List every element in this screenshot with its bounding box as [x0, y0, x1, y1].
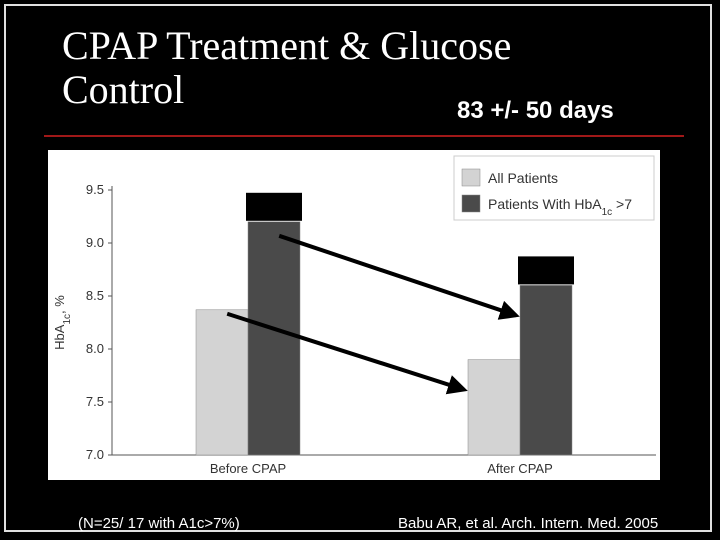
x-tick-label-1: After CPAP: [487, 461, 553, 476]
x-tick-label-0: Before CPAP: [210, 461, 286, 476]
slide-title: CPAP Treatment & Glucose Control: [62, 23, 512, 112]
bar-hba1c-gt7-1: [519, 285, 573, 456]
bar-hba1c-gt7-0: [247, 221, 301, 456]
y-tick-label-4: 9.0: [86, 235, 104, 250]
legend-box: [453, 155, 655, 221]
slide-border: [4, 4, 712, 532]
legend-label-0: All Patients: [488, 170, 558, 186]
y-tick-label-0: 7.0: [86, 447, 104, 462]
chart-panel: 7.0 7.5 8.0 8.5 9.0 9.5 HbA1c, % Before CPAP Aft…: [48, 150, 660, 480]
bar-all-patients-0: [195, 309, 249, 456]
bar-chart: 7.0 7.5 8.0 8.5 9.0 9.5 HbA1c, % Before CPAP Aft…: [52, 155, 656, 476]
y-tick-label-1: 7.5: [86, 394, 104, 409]
arrow-hba1c-gt7: [278, 233, 520, 320]
redaction-box-1: [518, 256, 574, 285]
legend-swatch-1: [461, 194, 481, 213]
citation: Babu AR, et al. Arch. Intern. Med. 2005: [398, 515, 659, 532]
y-axis-label: HbA1c, %: [52, 295, 73, 350]
y-tick-label-3: 8.5: [86, 288, 104, 303]
y-tick-label-5: 9.5: [86, 182, 104, 197]
y-tick-label-2: 8.0: [86, 341, 104, 356]
arrow-all-patients: [226, 311, 468, 395]
slide-subtitle: 83 +/- 50 days: [457, 97, 614, 124]
legend-swatch-0: [461, 168, 481, 187]
bar-all-patients-1: [467, 359, 521, 456]
title-divider: [44, 135, 684, 137]
legend-label-1: Patients With HbA1c >7: [488, 196, 632, 218]
sample-size-note: (N=25/ 17 with A1c>7%): [78, 515, 240, 532]
redaction-box-0: [246, 192, 302, 221]
